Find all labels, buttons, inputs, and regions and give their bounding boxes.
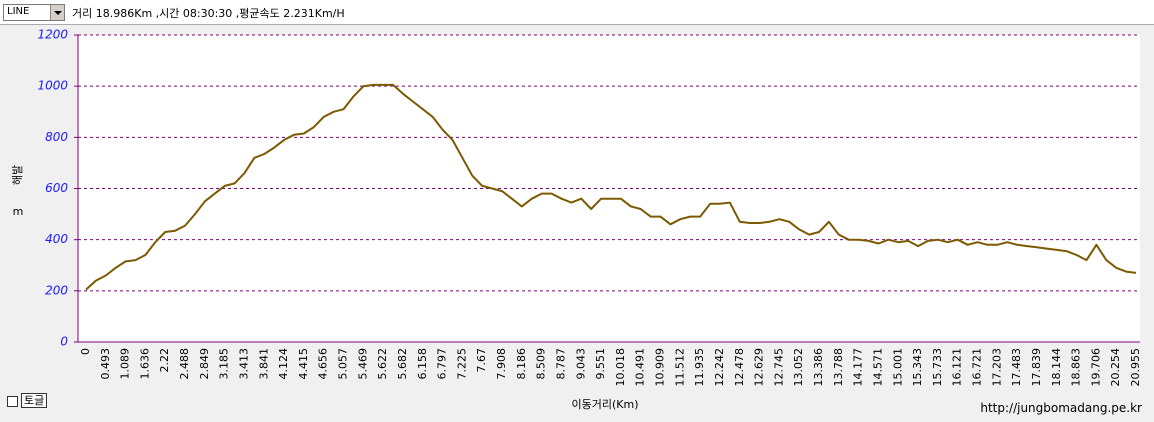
x-tick-label: 2.22 — [158, 348, 171, 373]
x-tick-label: 3.413 — [237, 348, 250, 380]
x-tick-label: 3.841 — [257, 348, 270, 380]
x-tick-label: 5.622 — [376, 348, 389, 380]
x-tick-label: 11.512 — [673, 348, 686, 387]
x-tick-label: 4.656 — [317, 348, 330, 380]
x-tick-label: 14.177 — [852, 348, 865, 387]
x-tick-label: 1.636 — [138, 348, 151, 380]
x-tick-label: 7.225 — [455, 348, 468, 380]
y-tick-label: 0 — [60, 335, 68, 349]
x-tick-label: 20.254 — [1109, 348, 1122, 387]
x-tick-label: 20.955 — [1129, 348, 1142, 387]
x-tick-label: 12.629 — [753, 348, 766, 387]
x-tick-label: 16.721 — [971, 348, 984, 387]
y-axis-unit: m — [13, 205, 24, 218]
site-url: http://jungbomadang.pe.kr — [980, 401, 1142, 415]
x-tick-label: 17.203 — [990, 348, 1003, 387]
x-tick-label: 18.863 — [1070, 348, 1083, 387]
x-tick-label: 15.001 — [891, 348, 904, 387]
x-tick-label: 17.483 — [1010, 348, 1023, 387]
x-tick-label: 8.509 — [535, 348, 548, 380]
x-tick-label: 5.057 — [337, 348, 350, 380]
y-tick-label: 800 — [45, 130, 68, 144]
x-tick-label: 13.788 — [832, 348, 845, 387]
x-tick-label: 14.571 — [871, 348, 884, 387]
y-axis-label: 해발 — [10, 165, 24, 185]
x-tick-label: 6.158 — [416, 348, 429, 380]
x-tick-label: 5.469 — [356, 348, 369, 380]
y-tick-label: 400 — [45, 232, 68, 246]
chart-type-select[interactable]: LINE — [3, 4, 65, 21]
x-tick-label: 15.343 — [911, 348, 924, 387]
x-tick-label: 4.124 — [277, 348, 290, 380]
x-tick-label: 7.67 — [475, 348, 488, 373]
dropdown-button[interactable] — [50, 5, 64, 20]
x-tick-label: 13.052 — [792, 348, 805, 387]
x-tick-label: 15.733 — [931, 348, 944, 387]
toggle-label: 토글 — [21, 393, 48, 408]
x-tick-label: 13.386 — [812, 348, 825, 387]
summary: 거리 18.986Km ,시간 08:30:30 ,평균속도 2.231Km/H — [72, 7, 345, 20]
x-tick-label: 2.849 — [198, 348, 211, 380]
select-value: LINE — [7, 6, 30, 17]
x-tick-label: 9.551 — [594, 348, 607, 380]
x-tick-label: 11.935 — [693, 348, 706, 387]
x-tick-label: 8.787 — [554, 348, 567, 380]
x-tick-label: 0.493 — [99, 348, 112, 380]
checkbox[interactable] — [7, 395, 18, 407]
x-tick-label: 1.089 — [119, 348, 132, 380]
legend-toggle[interactable]: 토글 — [7, 392, 48, 408]
y-tick-label: 600 — [45, 181, 68, 195]
toolbar: LINE 거리 18.986Km ,시간 08:30:30 ,평균속도 2.23… — [0, 0, 1154, 25]
elevation-line — [85, 83, 1137, 291]
x-tick-label: 19.706 — [1089, 348, 1102, 387]
x-tick-label: 10.909 — [654, 348, 667, 387]
x-axis-label: 이동거리(Km) — [572, 398, 639, 411]
x-tick-label: 10.491 — [634, 348, 647, 387]
x-tick-label: 7.908 — [495, 348, 508, 380]
x-tick-label: 4.415 — [297, 348, 310, 380]
x-tick-label: 10.018 — [614, 348, 627, 387]
x-tick-label: 17.839 — [1030, 348, 1043, 387]
x-tick-label: 9.043 — [574, 348, 587, 380]
x-tick-label: 0 — [79, 348, 92, 355]
y-tick-label: 200 — [45, 283, 68, 297]
x-tick-label: 12.478 — [733, 348, 746, 387]
x-tick-label: 16.121 — [951, 348, 964, 387]
y-tick-label: 1200 — [37, 28, 68, 42]
x-tick-label: 5.682 — [396, 348, 409, 380]
x-tick-label: 8.186 — [515, 348, 528, 380]
x-tick-label: 18.144 — [1050, 348, 1063, 387]
x-tick-label: 3.185 — [218, 348, 231, 380]
x-tick-label: 6.797 — [436, 348, 449, 380]
x-tick-label: 2.488 — [178, 348, 191, 380]
x-tick-label: 12.745 — [772, 348, 785, 387]
y-tick-label: 1000 — [37, 79, 68, 93]
x-tick-label: 12.242 — [713, 348, 726, 387]
